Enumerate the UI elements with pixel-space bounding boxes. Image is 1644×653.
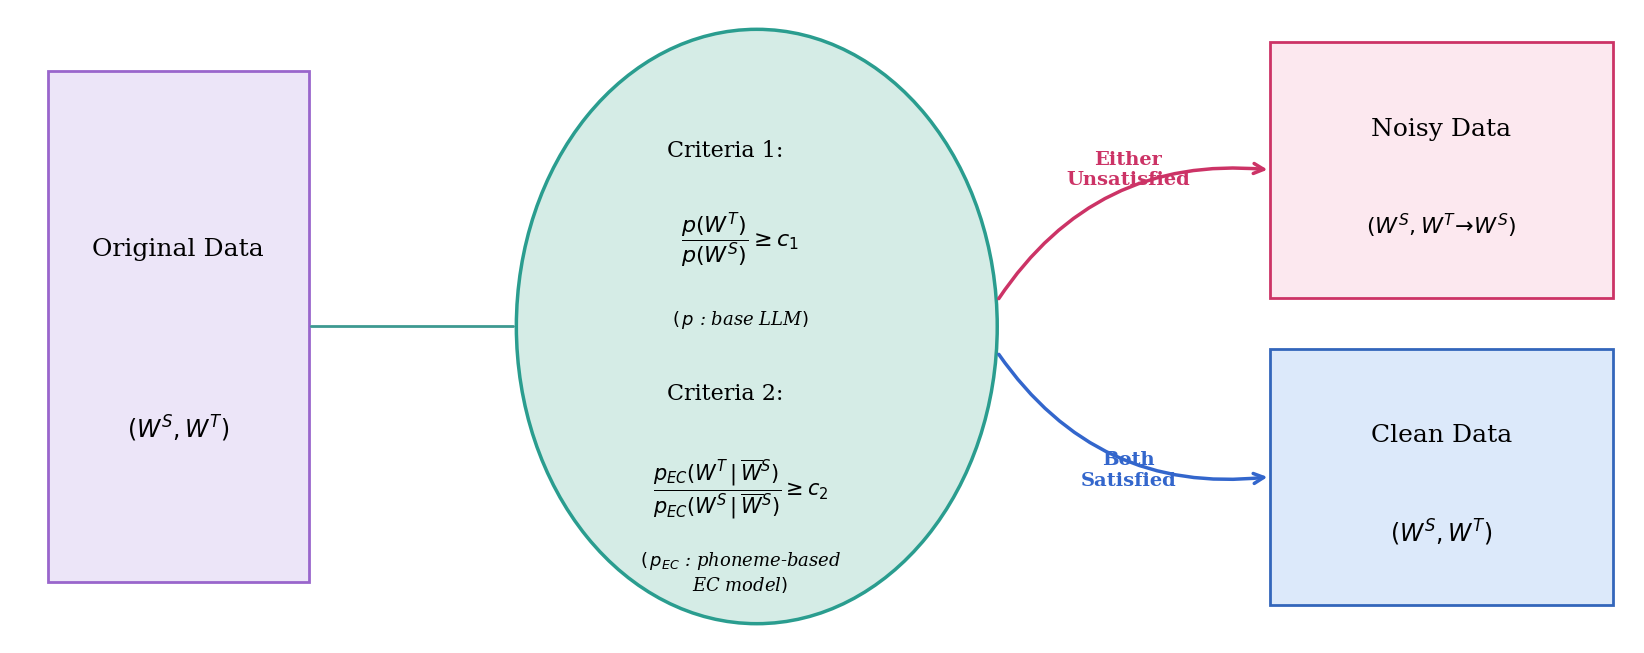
Text: Criteria 2:: Criteria 2: <box>667 383 784 405</box>
Text: Either
Unsatisfied: Either Unsatisfied <box>1067 151 1190 189</box>
Text: $(W^S, W^T\!\rightarrow\!W^S)$: $(W^S, W^T\!\rightarrow\!W^S)$ <box>1366 212 1517 240</box>
Text: $\dfrac{p_{EC}(W^T\,|\,\overline{W}^S)}{p_{EC}(W^S\,|\,\overline{W}^S)} \geq c_2: $\dfrac{p_{EC}(W^T\,|\,\overline{W}^S)}{… <box>653 458 829 521</box>
Text: $(\,p_{EC}$ : phoneme-based
EC model$)$: $(\,p_{EC}$ : phoneme-based EC model$)$ <box>640 550 842 595</box>
Text: Both
Satisfied: Both Satisfied <box>1080 451 1177 490</box>
Text: Clean Data: Clean Data <box>1371 424 1512 447</box>
Ellipse shape <box>516 29 998 624</box>
Text: Criteria 1:: Criteria 1: <box>667 140 784 162</box>
Text: $(W^S, W^T)$: $(W^S, W^T)$ <box>1391 518 1493 548</box>
FancyBboxPatch shape <box>48 71 309 582</box>
Text: $\dfrac{p(W^T)}{p(W^S)} \geq c_1$: $\dfrac{p(W^T)}{p(W^S)} \geq c_1$ <box>681 210 799 270</box>
Text: $(\,p$ : base LLM$)$: $(\,p$ : base LLM$)$ <box>672 309 809 331</box>
Text: Original Data: Original Data <box>92 238 265 261</box>
FancyBboxPatch shape <box>1271 42 1613 298</box>
Text: $(W^S, W^T)$: $(W^S, W^T)$ <box>127 413 230 444</box>
Text: Noisy Data: Noisy Data <box>1371 118 1511 140</box>
FancyBboxPatch shape <box>1271 349 1613 605</box>
